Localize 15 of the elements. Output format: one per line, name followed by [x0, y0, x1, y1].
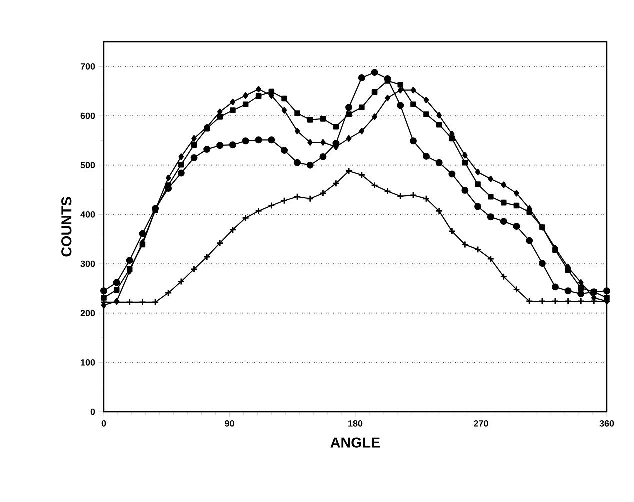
- y-tick-label: 300: [80, 260, 96, 268]
- x-tick-label: 90: [225, 420, 234, 427]
- y-tick-label: 600: [80, 112, 96, 120]
- y-tick-label: 700: [80, 63, 96, 70]
- y-axis-title: COUNTS: [62, 197, 72, 257]
- x-tick-label: 270: [474, 420, 488, 427]
- y-tick-label: 500: [80, 162, 96, 169]
- x-tick-label: 180: [348, 420, 363, 427]
- y-tick-label: 200: [80, 310, 96, 317]
- x-axis-title: ANGLE: [330, 438, 380, 448]
- y-tick-label: 0: [90, 408, 96, 416]
- x-tick-label: 360: [600, 420, 614, 427]
- y-tick-label: 100: [81, 359, 96, 366]
- y-tick-label: 400: [80, 211, 96, 218]
- x-tick-label: 0: [102, 420, 106, 427]
